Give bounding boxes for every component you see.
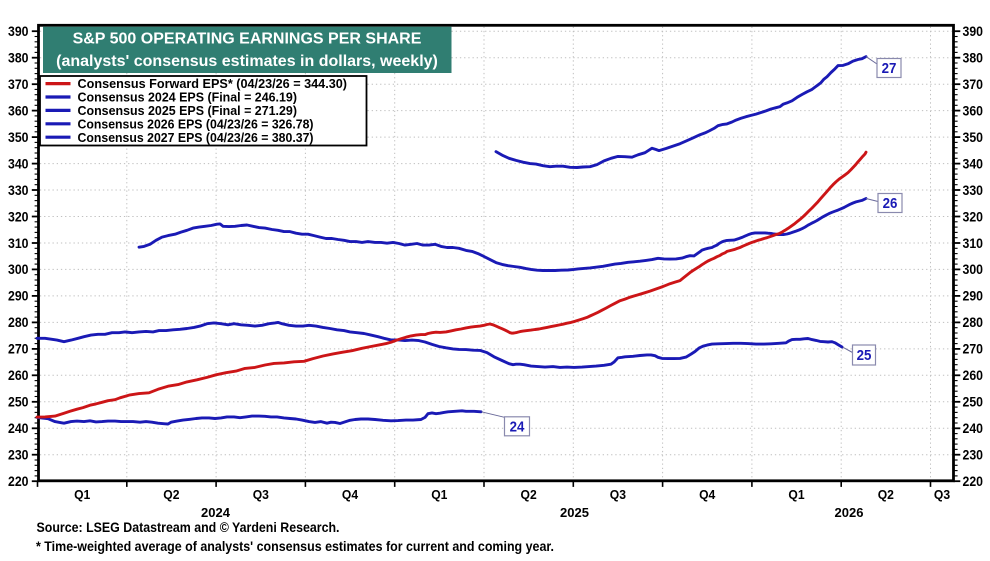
svg-text:360: 360 bbox=[963, 103, 984, 118]
svg-text:290: 290 bbox=[8, 289, 29, 304]
svg-text:Q2: Q2 bbox=[163, 487, 179, 502]
svg-text:S&P 500 OPERATING EARNINGS PER: S&P 500 OPERATING EARNINGS PER SHARE bbox=[73, 31, 422, 48]
svg-text:320: 320 bbox=[963, 209, 984, 224]
svg-text:26: 26 bbox=[883, 196, 898, 212]
svg-text:310: 310 bbox=[963, 236, 984, 251]
svg-text:Q3: Q3 bbox=[253, 487, 269, 502]
svg-text:310: 310 bbox=[8, 236, 29, 251]
svg-text:320: 320 bbox=[8, 209, 29, 224]
svg-text:380: 380 bbox=[963, 51, 984, 66]
svg-text:240: 240 bbox=[8, 421, 29, 436]
svg-text:25: 25 bbox=[857, 348, 872, 364]
svg-text:340: 340 bbox=[963, 156, 984, 171]
svg-text:370: 370 bbox=[8, 77, 29, 92]
svg-text:390: 390 bbox=[8, 24, 29, 39]
svg-text:2026: 2026 bbox=[835, 505, 864, 520]
svg-text:Q3: Q3 bbox=[934, 487, 950, 502]
svg-text:2024: 2024 bbox=[201, 505, 231, 520]
svg-text:240: 240 bbox=[963, 421, 984, 436]
svg-text:230: 230 bbox=[963, 448, 984, 463]
svg-text:Consensus 2027 EPS (04/23/26 =: Consensus 2027 EPS (04/23/26 = 380.37) bbox=[78, 130, 314, 145]
svg-text:330: 330 bbox=[8, 183, 29, 198]
svg-text:Q4: Q4 bbox=[342, 487, 359, 502]
svg-text:Q2: Q2 bbox=[878, 487, 894, 502]
svg-text:2025: 2025 bbox=[560, 505, 589, 520]
svg-text:360: 360 bbox=[8, 103, 29, 118]
svg-text:250: 250 bbox=[8, 395, 29, 410]
svg-text:24: 24 bbox=[510, 419, 525, 435]
svg-text:Q1: Q1 bbox=[788, 487, 804, 502]
svg-text:Q1: Q1 bbox=[74, 487, 90, 502]
svg-text:280: 280 bbox=[963, 315, 984, 330]
svg-text:230: 230 bbox=[8, 448, 29, 463]
svg-text:(analysts' consensus estimates: (analysts' consensus estimates in dollar… bbox=[56, 53, 438, 70]
svg-text:Consensus Forward EPS* (04/23/: Consensus Forward EPS* (04/23/26 = 344.3… bbox=[78, 76, 348, 91]
svg-text:300: 300 bbox=[8, 262, 29, 277]
svg-text:Q2: Q2 bbox=[521, 487, 537, 502]
svg-text:350: 350 bbox=[963, 130, 984, 145]
svg-text:Q1: Q1 bbox=[431, 487, 447, 502]
svg-text:Consensus 2024 EPS (Final = 24: Consensus 2024 EPS (Final = 246.19) bbox=[78, 90, 298, 105]
svg-text:Consensus 2025 EPS (Final = 27: Consensus 2025 EPS (Final = 271.29) bbox=[78, 103, 298, 118]
svg-text:280: 280 bbox=[8, 315, 29, 330]
svg-text:Q3: Q3 bbox=[610, 487, 626, 502]
svg-text:27: 27 bbox=[882, 61, 897, 77]
svg-text:260: 260 bbox=[8, 368, 29, 383]
svg-text:Source: LSEG Datastream and ©: Source: LSEG Datastream and © Yardeni Re… bbox=[37, 520, 340, 535]
svg-text:290: 290 bbox=[963, 289, 984, 304]
svg-text:340: 340 bbox=[8, 156, 29, 171]
svg-text:380: 380 bbox=[8, 51, 29, 66]
svg-text:250: 250 bbox=[963, 395, 984, 410]
svg-text:270: 270 bbox=[963, 342, 984, 357]
svg-text:390: 390 bbox=[963, 24, 984, 39]
svg-text:370: 370 bbox=[963, 77, 984, 92]
svg-text:220: 220 bbox=[8, 474, 29, 489]
svg-text:300: 300 bbox=[963, 262, 984, 277]
svg-text:220: 220 bbox=[963, 474, 984, 489]
svg-text:* Time-weighted average of ana: * Time-weighted average of analysts' con… bbox=[36, 539, 554, 554]
svg-text:350: 350 bbox=[8, 130, 29, 145]
svg-text:270: 270 bbox=[8, 342, 29, 357]
svg-text:Q4: Q4 bbox=[699, 487, 716, 502]
svg-text:330: 330 bbox=[963, 183, 984, 198]
svg-text:Consensus 2026 EPS (04/23/26 =: Consensus 2026 EPS (04/23/26 = 326.78) bbox=[78, 116, 314, 131]
svg-text:260: 260 bbox=[963, 368, 984, 383]
